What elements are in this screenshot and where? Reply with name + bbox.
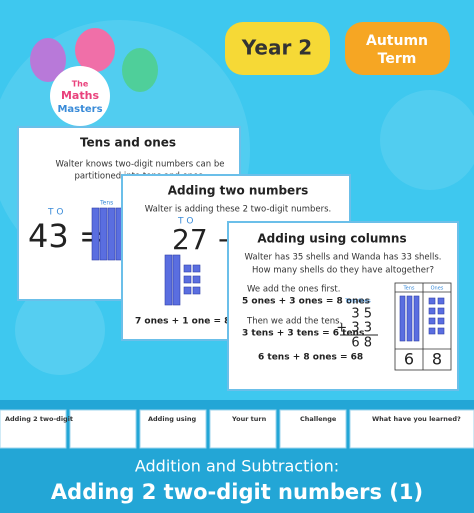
year-label: Year 2 (241, 36, 312, 60)
step: 6 tens + 8 ones = 68 (258, 353, 363, 363)
step: 5 ones + 3 ones = 8 ones (242, 297, 370, 307)
term-badge (345, 22, 450, 75)
term-label: Term (378, 51, 417, 67)
sum: 6 8 (351, 336, 372, 351)
slide-text: Walter is adding these 2 two-digit numbe… (145, 205, 332, 215)
addend: + 3 3 (336, 321, 372, 336)
place-value: T O (47, 208, 63, 218)
footer-title: Adding 2 two-digit numbers (1) (51, 480, 423, 504)
thumbnail-strip (0, 409, 474, 449)
decor (380, 90, 474, 190)
step: We add the ones first. (247, 285, 340, 295)
thumbnail-title: What have you learned? (372, 415, 461, 423)
logo-text: Maths (61, 89, 99, 102)
tens-blocks (91, 207, 124, 261)
step: Then we add the tens. (246, 317, 342, 327)
thumbnail-title: Adding 2 two-digit (5, 415, 73, 423)
column-label: Tens (99, 200, 113, 207)
mascot (75, 28, 115, 72)
slide-title: Adding two numbers (168, 184, 309, 198)
thumbnail-title: Your turn (231, 415, 267, 423)
table-header: Tens (402, 286, 414, 292)
addend: 3 5 (351, 307, 372, 322)
step: 3 tens + 3 tens = 6 tens (242, 329, 364, 339)
thumbnail-title: Challenge (300, 415, 337, 423)
year-badge (225, 22, 330, 75)
slide-text: How many shells do they have altogether? (252, 266, 434, 276)
logo-text: The (72, 80, 89, 89)
term-label: Autumn (366, 33, 428, 49)
slide-title: Tens and ones (80, 136, 176, 150)
mascot (30, 38, 66, 82)
equation: 7 ones + 1 one = 8 ones (135, 317, 258, 327)
column-header: Tens Ones (344, 299, 371, 305)
table-header: Ones (431, 286, 444, 292)
logo (50, 66, 110, 126)
slide-text: Walter knows two-digit numbers can be (56, 160, 225, 170)
blocks (164, 254, 201, 306)
slide-text: Walter has 35 shells and Wanda has 33 sh… (245, 253, 442, 263)
thumbnail-title: Adding using (148, 415, 196, 423)
table-total: 8 (432, 350, 442, 369)
slide-title: Adding using columns (257, 232, 406, 246)
table (394, 282, 452, 371)
mascot (122, 48, 158, 92)
logo-text: Masters (57, 104, 102, 115)
table-total: 6 (404, 350, 414, 369)
footer-subtitle: Addition and Subtraction: (135, 457, 339, 476)
decor (15, 285, 105, 375)
place-value: T O (177, 217, 193, 227)
